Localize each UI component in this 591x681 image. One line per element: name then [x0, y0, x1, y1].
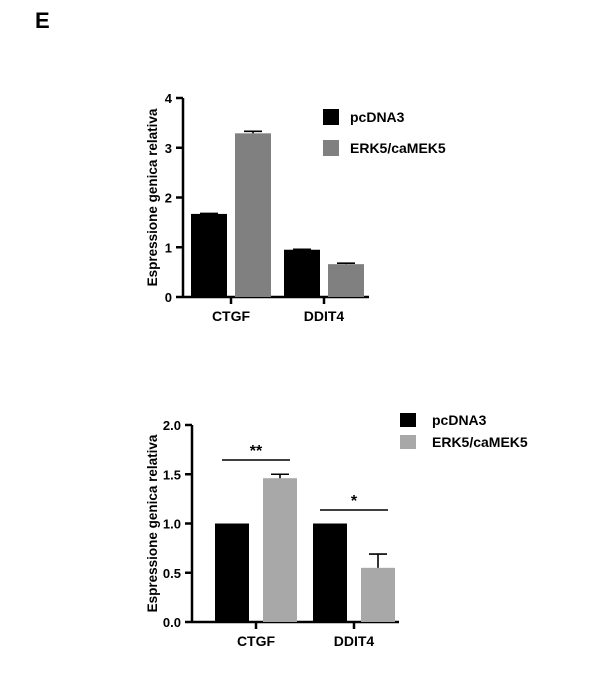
bar — [328, 264, 364, 297]
y-tick-label: 1 — [165, 240, 172, 255]
legend-swatch — [400, 435, 416, 449]
legend-label: pcDNA3 — [432, 412, 487, 428]
bar — [215, 523, 249, 622]
bar — [263, 478, 297, 622]
chart-bottom: 0.0 0.5 1.0 1.5 2.0 CTGF DDIT4 Espressione geni… — [145, 412, 528, 649]
y-tick-label: 2 — [165, 191, 172, 206]
y-tick-label: 3 — [165, 141, 172, 156]
legend-swatch — [323, 109, 339, 125]
bar — [313, 523, 347, 622]
y-tick-label: 0.0 — [163, 615, 181, 630]
legend-label: ERK5/caMEK5 — [432, 434, 528, 450]
y-tick-label: 0.5 — [163, 566, 181, 581]
x-category-label: DDIT4 — [334, 633, 375, 649]
legend-swatch — [323, 140, 339, 156]
legend-swatch — [400, 413, 416, 427]
bar — [284, 249, 320, 297]
panel-label: E — [35, 8, 50, 33]
x-category-label: CTGF — [237, 633, 276, 649]
x-category-label: CTGF — [212, 308, 251, 324]
x-category-label: DDIT4 — [304, 308, 345, 324]
bar — [191, 213, 227, 297]
bar — [235, 133, 271, 297]
significance-label: * — [351, 493, 358, 510]
legend-label: ERK5/caMEK5 — [350, 140, 446, 156]
y-axis-title: Espressione genica relativa — [145, 108, 160, 286]
y-tick-label: 0 — [165, 290, 172, 305]
significance-label: ** — [250, 443, 263, 460]
y-tick-label: 2.0 — [163, 418, 181, 433]
y-tick-label: 1.0 — [163, 517, 181, 532]
y-tick-label: 4 — [165, 91, 173, 106]
bar — [361, 567, 395, 622]
legend-label: pcDNA3 — [350, 109, 405, 125]
chart-top: 0 1 2 3 4 CTGF DDIT4 Espressione genica relativ… — [145, 91, 446, 324]
y-tick-label: 1.5 — [163, 467, 181, 482]
y-axis-title: Espressione genica relativa — [145, 434, 160, 612]
